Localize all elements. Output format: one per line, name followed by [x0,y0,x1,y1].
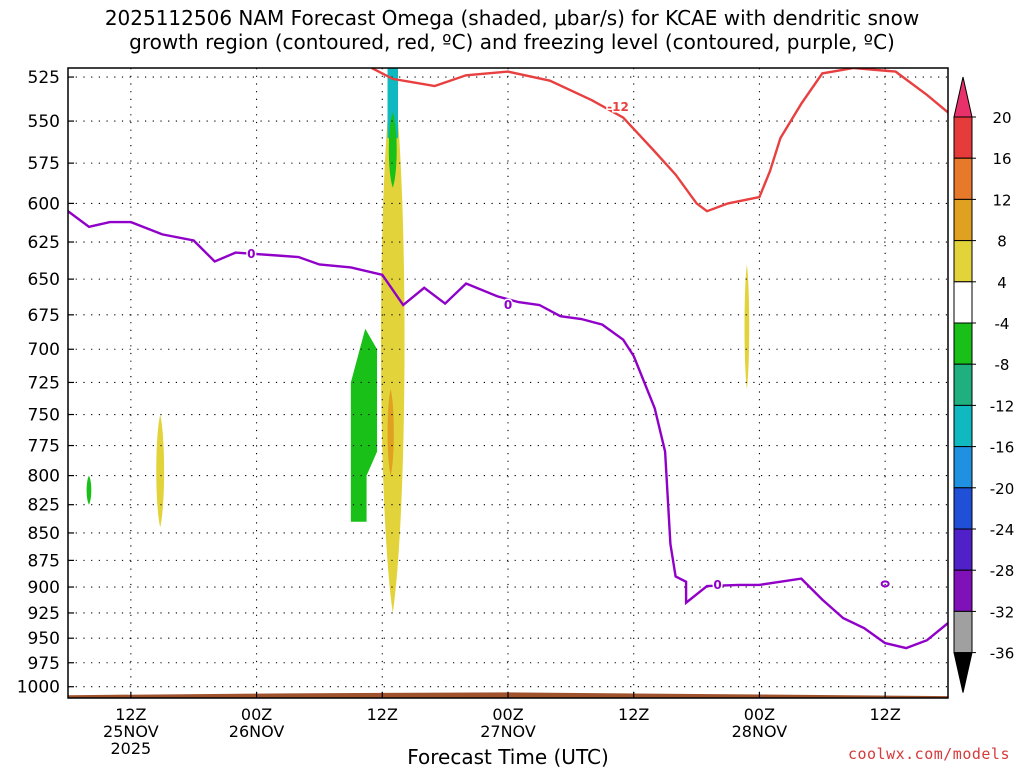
omega-core-3 [387,388,394,476]
colorbar-label-2: 12 [992,191,1011,209]
y-tick-label-650: 650 [28,270,60,290]
colorbar-swatch-7 [953,363,973,406]
colorbar-bottom-arrow [953,652,973,693]
colorbar-label-11: -28 [990,562,1015,580]
colorbar-label-4: 4 [997,274,1007,292]
y-tick-label-575: 575 [28,154,60,174]
colorbar-top-arrow [953,76,973,118]
y-tick-label-900: 900 [28,578,60,598]
colorbar-label-7: -12 [990,397,1015,415]
dgz-contour [371,68,948,213]
colorbar-swatch-2 [953,157,973,200]
colorbar-swatch-8 [953,404,973,448]
chart-title-line-1: 2025112506 NAM Forecast Omega (shaded, μ… [104,6,920,30]
colorbar-label-3: 8 [997,233,1007,251]
colorbar-label-0: 20 [992,109,1011,127]
colorbar-swatch-5 [953,281,973,324]
colorbar-swatch-10 [953,487,973,530]
y-tick-label-675: 675 [28,306,60,326]
colorbar-swatch-12 [953,569,973,612]
colorbar-label-1: 16 [992,150,1011,168]
chart-title-line-2: growth region (contoured, red, ºC) and f… [129,30,895,54]
x-tick-label-6-2: 2025 [110,739,151,758]
colorbar-swatch-13 [953,610,973,654]
y-tick-label-600: 600 [28,194,60,214]
x-axis-title: Forecast Time (UTC) [407,745,609,769]
omega-feature-5 [744,264,750,389]
colorbar-swatch-9 [953,446,973,489]
x-tick-label-30-0: 12Z [367,705,398,724]
colorbar-swatch-3 [953,198,973,242]
y-axis: 525 550 575 600 625 650 675 700 725 750 775 800 825 8… [17,68,74,698]
x-tick-label-42-1: 27NOV [480,722,536,741]
omega-core-tail-4 [388,112,397,188]
omega-feature-0 [86,475,92,505]
x-tick-label-42-0: 00Z [492,705,523,724]
y-tick-label-550: 550 [28,112,60,132]
x-tick-label-6-1: 25NOV [103,722,159,741]
omega-shading [86,68,750,613]
freezing-level-contour-label-1: 0 [504,298,512,312]
chart-title: 2025112506 NAM Forecast Omega (shaded, μ… [0,6,1024,54]
watermark: coolwx.com/models [847,745,1010,763]
colorbar-label-8: -16 [990,439,1015,457]
omega-feature-3 [380,68,405,613]
y-tick-label-975: 975 [28,654,60,674]
colorbar-label-6: -8 [995,356,1010,374]
y-tick-label-775: 775 [28,437,60,457]
freezing-level-contour-label-2: 0 [713,578,721,592]
x-tick-label-66-1: 28NOV [732,722,788,741]
y-tick-label-525: 525 [28,68,60,88]
colorbar-swatch-1 [953,116,973,159]
y-tick-label-925: 925 [28,604,60,624]
colorbar-swatch-11 [953,528,973,571]
omega-feature-1 [156,414,165,528]
contours: 0 0 0 -12 [68,68,948,650]
freezing-level-contour [68,210,948,650]
x-tick-label-18-1: 26NOV [229,722,285,741]
y-tick-label-825: 825 [28,496,60,516]
x-tick-label-78-0: 12Z [869,705,900,724]
colorbar-swatch-6 [953,322,973,365]
y-tick-label-800: 800 [28,467,60,487]
x-tick-label-18-0: 00Z [241,705,272,724]
colorbar-label-9: -20 [990,480,1015,498]
x-tick-label-54-0: 12Z [618,705,649,724]
y-tick-label-725: 725 [28,373,60,393]
y-tick-label-875: 875 [28,551,60,571]
colorbar-swatch-4 [953,240,973,283]
omega-feature-2 [350,328,378,522]
colorbar: 20 16 12 8 4 -4 -8 -12 -16 -20 -24 -28 -32 -36 [953,76,1015,693]
colorbar-label-13: -36 [990,645,1015,663]
grid-lines [68,68,948,698]
y-tick-label-950: 950 [28,629,60,649]
colorbar-label-10: -24 [990,521,1015,539]
y-tick-label-700: 700 [28,340,60,360]
y-tick-label-1000: 1000 [17,678,60,698]
y-tick-label-850: 850 [28,524,60,544]
x-tick-label-66-0: 00Z [744,705,775,724]
omega-core-4 [387,68,398,139]
dgz-contour-label-0: -12 [607,100,629,114]
freezing-level-contour-label-0: 0 [247,247,255,261]
y-tick-label-750: 750 [28,406,60,426]
colorbar-label-5: -4 [995,315,1010,333]
x-tick-label-6-0: 12Z [115,705,146,724]
plot-frame [67,67,949,699]
freezing-level-small-loop [880,580,890,588]
colorbar-label-12: -32 [990,603,1015,621]
y-tick-label-625: 625 [28,233,60,253]
